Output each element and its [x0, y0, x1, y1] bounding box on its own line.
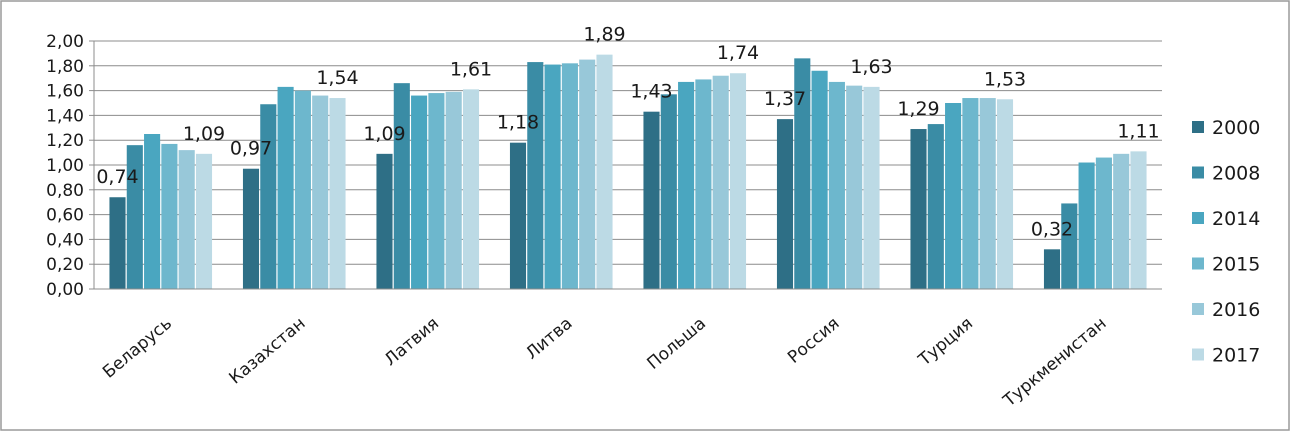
data-label: 0,97: [230, 138, 272, 160]
bar: [945, 103, 962, 289]
bar: [1113, 153, 1130, 289]
legend-label: 2008: [1212, 163, 1260, 185]
bar: [979, 98, 996, 289]
bar: [277, 86, 294, 289]
bar: [411, 95, 428, 289]
y-tick-label: 1,80: [46, 57, 84, 77]
data-label: 1,53: [984, 68, 1026, 90]
data-label: 1,89: [583, 24, 625, 46]
bar: [846, 85, 863, 289]
bar: [312, 95, 329, 289]
bar: [660, 94, 677, 289]
data-label: 1,63: [850, 56, 892, 78]
bar: [509, 142, 527, 289]
data-label: 1,74: [717, 42, 759, 64]
data-label: 0,74: [96, 166, 138, 188]
data-label: 1,09: [363, 123, 405, 145]
bar: [195, 153, 213, 289]
legend-swatch: [1192, 303, 1204, 315]
bar: [428, 93, 445, 289]
y-tick-label: 0,20: [46, 255, 84, 275]
y-tick-label: 0,80: [46, 181, 84, 201]
bar: [144, 134, 161, 289]
bar: [678, 81, 695, 289]
bar: [910, 129, 927, 289]
legend: 2000 2008 2014 2015 2016 2017: [1192, 117, 1260, 367]
legend-swatch: [1192, 121, 1204, 133]
legend-swatch: [1192, 212, 1204, 224]
legend-label: 2016: [1212, 299, 1260, 321]
bar: [109, 197, 126, 289]
bar: [1078, 162, 1095, 289]
bar: [643, 111, 660, 290]
bar: [996, 99, 1014, 289]
legend-label: 2017: [1212, 345, 1260, 367]
legend-label: 2015: [1212, 254, 1260, 276]
y-axis: 0,00 0,20 0,40 0,60 0,80 1,00 1,20 1,40 1,60 1,80…: [46, 32, 95, 300]
legend-label: 2000: [1212, 117, 1260, 139]
data-label: 0,32: [1031, 218, 1073, 240]
bar: [811, 70, 828, 289]
bar: [863, 86, 880, 289]
y-tick-label: 1,20: [46, 131, 84, 151]
data-label: 1,37: [764, 88, 806, 110]
bar: [1130, 151, 1147, 289]
y-tick-label: 1,60: [46, 82, 84, 102]
bar: [1095, 157, 1112, 289]
y-tick-label: 2,00: [46, 32, 84, 52]
bar: [828, 81, 845, 289]
data-label: 1,29: [897, 98, 939, 120]
bar: [445, 91, 462, 289]
legend-swatch: [1192, 257, 1204, 270]
bar: [294, 90, 311, 289]
bar: [161, 143, 178, 289]
bar: [695, 79, 712, 289]
bar: [776, 119, 794, 290]
bar: [544, 64, 561, 289]
y-tick-label: 0,00: [46, 280, 84, 300]
y-tick-label: 1,40: [46, 106, 84, 126]
data-label: 1,09: [183, 123, 225, 145]
bar: [329, 98, 346, 289]
y-tick-label: 0,60: [46, 206, 84, 226]
bar: [794, 58, 811, 289]
bar: [729, 73, 747, 290]
bar: [376, 153, 393, 289]
legend-label: 2014: [1212, 208, 1260, 230]
data-label: 1,61: [450, 58, 492, 80]
legend-swatch: [1192, 348, 1204, 361]
data-label: 1,18: [497, 112, 539, 134]
bar: [242, 168, 260, 289]
bar: [393, 83, 410, 289]
bar: [712, 75, 729, 289]
y-tick-label: 0,40: [46, 230, 84, 250]
data-labels: 0,741,090,971,541,091,611,181,891,431,74…: [96, 24, 1159, 241]
bar: [1043, 249, 1061, 289]
bar: [462, 89, 480, 289]
bar: [126, 145, 143, 289]
bar: [962, 98, 979, 289]
bar: [260, 104, 277, 290]
bar: [596, 54, 613, 289]
bar: [527, 62, 544, 289]
data-label: 1,11: [1117, 120, 1159, 142]
legend-swatch: [1192, 166, 1204, 179]
data-label: 1,43: [630, 81, 672, 103]
bar: [561, 63, 578, 289]
y-tick-label: 1,00: [46, 156, 84, 176]
bar: [1061, 203, 1078, 289]
data-label: 1,54: [316, 67, 358, 89]
bar: [927, 124, 944, 289]
bars: [109, 54, 1147, 290]
bar: [579, 59, 596, 289]
bar: [178, 150, 195, 289]
